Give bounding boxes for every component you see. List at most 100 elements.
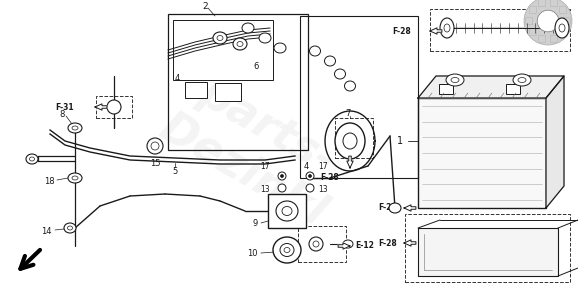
Ellipse shape: [280, 244, 294, 257]
Ellipse shape: [309, 175, 312, 178]
Circle shape: [524, 0, 572, 45]
Ellipse shape: [147, 138, 163, 154]
Text: 14: 14: [42, 226, 52, 236]
FancyBboxPatch shape: [560, 7, 566, 14]
Bar: [185, 82, 207, 98]
FancyBboxPatch shape: [539, 35, 546, 42]
Ellipse shape: [68, 226, 72, 230]
Ellipse shape: [513, 74, 531, 86]
Ellipse shape: [29, 157, 35, 161]
Text: 15: 15: [150, 158, 160, 168]
Text: 6: 6: [355, 144, 360, 152]
Text: 8: 8: [60, 110, 65, 118]
Bar: [405, 214, 570, 282]
Ellipse shape: [278, 172, 286, 180]
Bar: [418, 228, 558, 276]
Bar: [430, 9, 570, 51]
Polygon shape: [404, 205, 416, 211]
Text: 4: 4: [304, 162, 309, 170]
Bar: [418, 98, 546, 208]
Ellipse shape: [446, 74, 464, 86]
Polygon shape: [95, 104, 107, 110]
Ellipse shape: [555, 18, 569, 38]
Text: F-28: F-28: [378, 204, 397, 213]
Ellipse shape: [107, 100, 121, 114]
Text: 9: 9: [253, 218, 258, 228]
Ellipse shape: [233, 38, 247, 50]
Ellipse shape: [68, 173, 82, 183]
FancyBboxPatch shape: [550, 0, 557, 7]
Ellipse shape: [313, 241, 319, 247]
Bar: [300, 16, 418, 178]
Ellipse shape: [213, 32, 227, 44]
Ellipse shape: [26, 154, 38, 164]
Ellipse shape: [72, 126, 78, 130]
Text: 2: 2: [202, 1, 208, 10]
Text: 10: 10: [247, 249, 258, 258]
Bar: [168, 14, 308, 150]
Bar: [298, 226, 346, 262]
FancyBboxPatch shape: [539, 0, 546, 7]
Text: 13: 13: [260, 184, 270, 194]
Ellipse shape: [335, 123, 365, 159]
Bar: [215, 83, 241, 101]
Text: 6: 6: [253, 62, 258, 70]
Polygon shape: [404, 240, 416, 246]
Text: 1: 1: [397, 136, 403, 146]
Ellipse shape: [324, 56, 335, 66]
Ellipse shape: [343, 240, 353, 248]
Text: 17: 17: [318, 162, 328, 170]
Ellipse shape: [242, 23, 254, 33]
Ellipse shape: [280, 175, 283, 178]
Ellipse shape: [217, 36, 223, 41]
Ellipse shape: [444, 24, 450, 32]
Bar: [96, 96, 132, 118]
Ellipse shape: [68, 123, 82, 133]
FancyBboxPatch shape: [529, 7, 536, 14]
Ellipse shape: [274, 43, 286, 53]
Ellipse shape: [559, 24, 565, 32]
Bar: [298, 194, 306, 200]
Ellipse shape: [344, 81, 355, 91]
Ellipse shape: [389, 203, 401, 213]
Text: F-31: F-31: [55, 102, 73, 112]
Ellipse shape: [309, 46, 320, 56]
Text: parts-
Dezinkl: parts- Dezinkl: [152, 62, 358, 234]
FancyBboxPatch shape: [529, 28, 536, 36]
Ellipse shape: [64, 223, 76, 233]
Polygon shape: [338, 243, 350, 249]
Text: 5: 5: [172, 166, 177, 176]
Bar: [439, 84, 453, 94]
Circle shape: [537, 10, 559, 32]
Text: F-28: F-28: [378, 239, 397, 247]
Ellipse shape: [343, 133, 357, 149]
Ellipse shape: [273, 237, 301, 263]
Ellipse shape: [309, 237, 323, 251]
Text: 13: 13: [318, 184, 328, 194]
Ellipse shape: [278, 184, 286, 192]
Text: 4: 4: [175, 73, 180, 83]
Polygon shape: [430, 28, 442, 34]
Text: 7: 7: [345, 109, 351, 118]
Polygon shape: [347, 156, 353, 168]
Text: E-12: E-12: [355, 242, 374, 250]
Text: 18: 18: [45, 176, 55, 186]
Bar: [173, 20, 273, 80]
Ellipse shape: [518, 78, 526, 83]
Ellipse shape: [276, 201, 298, 221]
Ellipse shape: [259, 33, 271, 43]
Ellipse shape: [451, 78, 459, 83]
FancyBboxPatch shape: [560, 28, 566, 36]
FancyBboxPatch shape: [550, 35, 557, 42]
Ellipse shape: [284, 247, 290, 252]
Polygon shape: [418, 76, 564, 98]
Ellipse shape: [306, 172, 314, 180]
Ellipse shape: [151, 142, 159, 150]
Text: F-28: F-28: [321, 173, 339, 183]
Bar: [506, 84, 520, 94]
Polygon shape: [546, 76, 564, 208]
Bar: [268, 194, 276, 200]
Ellipse shape: [306, 184, 314, 192]
Text: 17: 17: [260, 162, 270, 170]
Text: F-28: F-28: [392, 27, 411, 36]
